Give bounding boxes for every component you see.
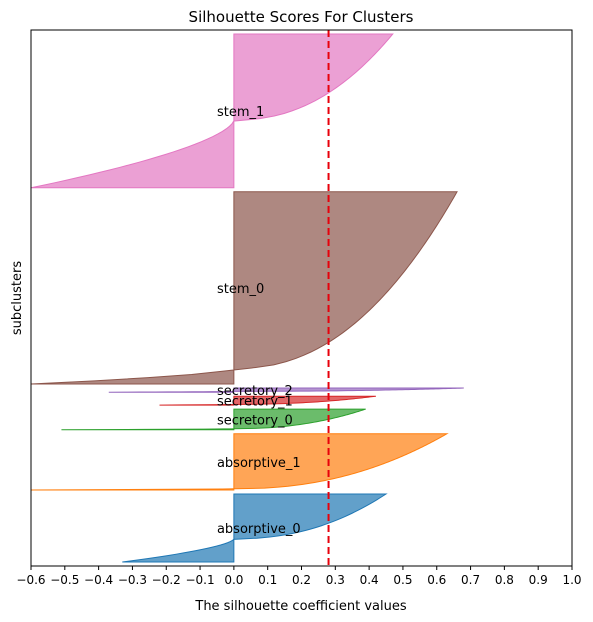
silhouette-stem_0	[30, 191, 458, 385]
x-tick-label: −0.3	[118, 573, 147, 587]
x-tick-label: −0.6	[16, 573, 45, 587]
x-tick-label: −0.4	[84, 573, 113, 587]
x-tick-label: 0.2	[292, 573, 311, 587]
x-tick-label: 0.1	[258, 573, 277, 587]
x-tick-label: 0.9	[529, 573, 548, 587]
y-axis-label: subclusters	[10, 261, 25, 335]
silhouette-secretory_1	[159, 395, 376, 406]
x-axis-ticks: −0.6 −0.5 −0.4 −0.3 −0.2 −0.1 0.0 0.1 0.2 0.3 0.4 0…	[16, 566, 582, 587]
cluster-label-secretory_1: secretory_1	[217, 395, 293, 410]
silhouette-secretory_2	[108, 387, 464, 393]
silhouette-secretory_0	[61, 408, 366, 431]
x-tick-label: 0.4	[360, 573, 379, 587]
x-tick-label: 0.0	[224, 573, 243, 587]
x-tick-label: 1.0	[562, 573, 581, 587]
cluster-label-absorptive_1: absorptive_1	[217, 456, 301, 471]
cluster-labels: absorptive_0 absorptive_1 secretory_0 secre…	[217, 105, 301, 537]
silhouette-absorptive_1	[30, 433, 449, 491]
cluster-label-secretory_2: secretory_2	[217, 384, 293, 399]
x-tick-label: −0.1	[185, 573, 214, 587]
silhouette-stem_1	[30, 33, 394, 189]
chart-title: Silhouette Scores For Clusters	[189, 8, 414, 26]
x-tick-label: 0.7	[461, 573, 480, 587]
x-tick-label: −0.2	[152, 573, 181, 587]
x-axis-label: The silhouette coefficient values	[194, 599, 406, 614]
x-tick-label: 0.3	[326, 573, 345, 587]
clusters-layer	[30, 33, 464, 563]
cluster-label-stem_1: stem_1	[217, 105, 264, 120]
x-tick-label: −0.5	[50, 573, 79, 587]
cluster-label-stem_0: stem_0	[217, 282, 264, 297]
x-tick-label: 0.8	[495, 573, 514, 587]
silhouette-absorptive_0	[122, 493, 388, 563]
cluster-label-absorptive_0: absorptive_0	[217, 522, 301, 537]
x-tick-label: 0.6	[427, 573, 446, 587]
cluster-label-secretory_0: secretory_0	[217, 413, 293, 428]
x-tick-label: 0.5	[393, 573, 412, 587]
